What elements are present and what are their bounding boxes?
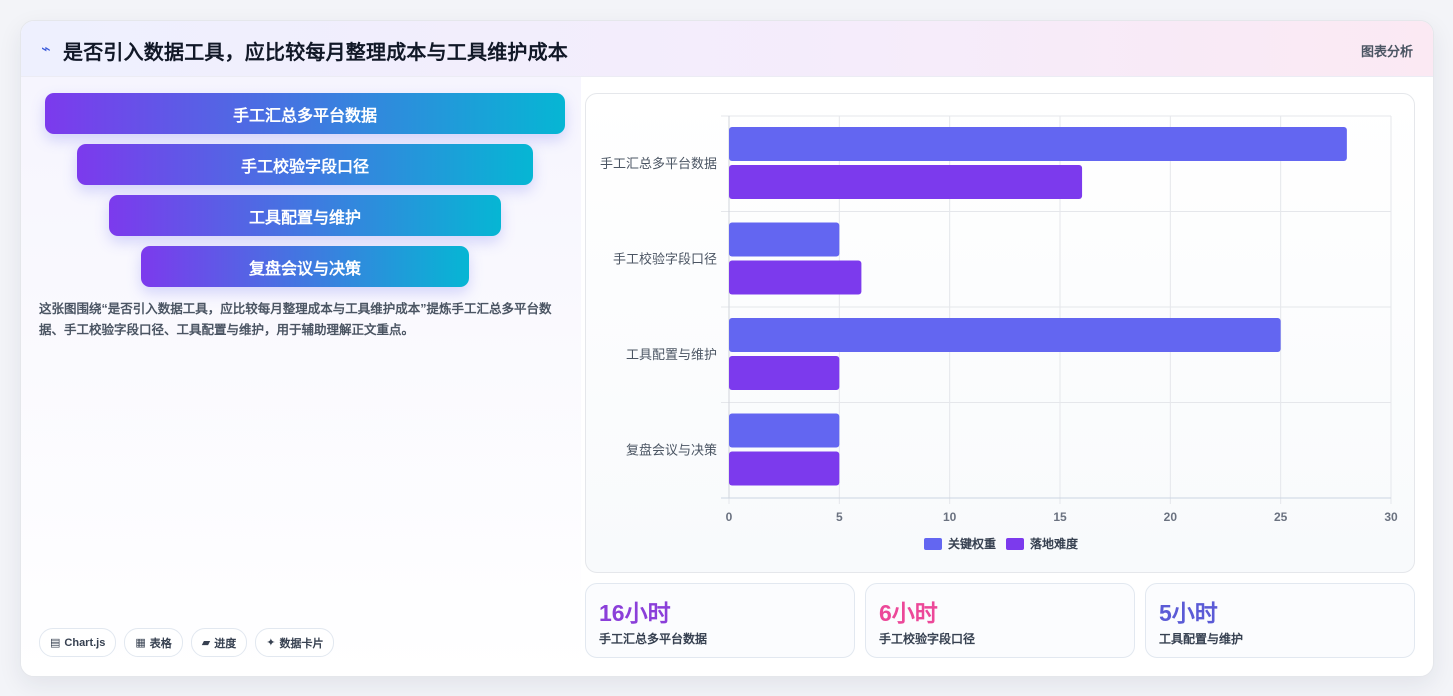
chart-icon: ▤ <box>50 637 61 649</box>
y-tick-label: 手工汇总多平台数据 <box>600 156 717 171</box>
chip-label: 表格 <box>149 637 172 650</box>
bar-weight <box>729 222 840 257</box>
card-icon: ✦ <box>266 637 276 649</box>
bar-weight <box>729 127 1347 161</box>
page-title: 是否引入数据工具，应比较每月整理成本与工具维护成本 <box>63 42 568 64</box>
x-tick-label: 10 <box>943 510 957 524</box>
table-icon: ▦ <box>135 637 146 649</box>
funnel-step-2: 手工校验字段口径 <box>77 144 533 185</box>
bar-weight <box>729 318 1281 352</box>
stat-card-3: 5小时 工具配置与维护 <box>1145 583 1415 658</box>
left-panel: 手工汇总多平台数据 手工校验字段口径 工具配置与维护 复盘会议与决策 这张图围绕… <box>21 77 581 676</box>
bar-difficulty <box>729 165 1083 199</box>
progress-icon: ▰ <box>201 637 211 649</box>
funnel-step-3: 工具配置与维护 <box>109 195 501 236</box>
stat-label: 手工校验字段口径 <box>879 632 976 646</box>
sparkline-icon: ⌁ <box>41 41 51 58</box>
stat-value: 5小时 <box>1159 600 1218 626</box>
header-bar: ⌁ 是否引入数据工具，应比较每月整理成本与工具维护成本 图表分析 <box>21 21 1433 77</box>
main-card: ⌁ 是否引入数据工具，应比较每月整理成本与工具维护成本 图表分析 手工汇总多平台… <box>20 20 1434 677</box>
stat-value: 16小时 <box>599 600 671 626</box>
y-tick-label: 工具配置与维护 <box>626 347 717 362</box>
x-tick-label: 0 <box>726 510 733 524</box>
funnel-step-1: 手工汇总多平台数据 <box>45 93 565 134</box>
bar-weight <box>729 413 840 448</box>
chip-table[interactable]: ▦ 表格 <box>124 628 183 657</box>
stat-value: 6小时 <box>879 600 938 626</box>
tech-chips: ▤ Chart.js ▦ 表格 ▰ 进度 ✦ 数据卡片 <box>39 628 335 657</box>
chip-label: 数据卡片 <box>279 637 324 650</box>
x-tick-label: 5 <box>836 510 843 524</box>
chip-progress[interactable]: ▰ 进度 <box>190 628 248 657</box>
chip-data-card[interactable]: ✦ 数据卡片 <box>255 628 335 657</box>
chip-label: 进度 <box>214 637 237 650</box>
x-tick-label: 15 <box>1053 510 1067 524</box>
stat-label: 手工汇总多平台数据 <box>599 632 708 646</box>
chart-panel: 0 5 10 15 20 25 30 手工汇总多平台数据手工校验字段口径工具配置与维护 复盘会议… <box>585 93 1415 573</box>
legend-swatch <box>924 538 942 550</box>
chip-chartjs[interactable]: ▤ Chart.js <box>39 628 117 657</box>
bar-chart: 0 5 10 15 20 25 30 手工汇总多平台数据手工校验字段口径工具配置与维护复盘会议… <box>600 115 1398 551</box>
stat-label: 工具配置与维护 <box>1159 632 1244 646</box>
x-tick-label: 30 <box>1384 510 1398 524</box>
y-tick-label: 手工校验字段口径 <box>613 251 717 266</box>
header-tag: 图表分析 <box>1360 44 1413 59</box>
x-tick-label: 20 <box>1164 510 1178 524</box>
funnel-step-4: 复盘会议与决策 <box>141 246 469 287</box>
legend-label: 落地难度 <box>1030 536 1079 551</box>
stat-card-2: 6小时 手工校验字段口径 <box>865 583 1135 658</box>
bar-difficulty <box>729 260 862 295</box>
x-tick-label: 25 <box>1274 510 1288 524</box>
stat-card-1: 16小时 手工汇总多平台数据 <box>585 583 855 658</box>
legend-swatch <box>1006 538 1024 550</box>
bar-difficulty <box>729 356 840 390</box>
chip-label: Chart.js <box>64 636 106 649</box>
y-tick-label: 复盘会议与决策 <box>626 442 717 457</box>
bar-difficulty <box>729 451 840 486</box>
chart-description: 这张图围绕“是否引入数据工具，应比较每月整理成本与工具维护成本”提炼手工汇总多平… <box>39 302 552 337</box>
legend-label: 关键权重 <box>948 536 996 551</box>
